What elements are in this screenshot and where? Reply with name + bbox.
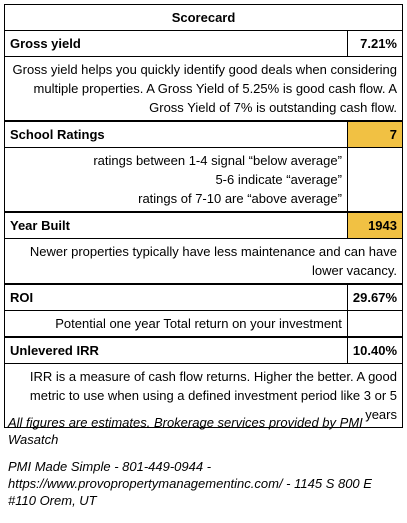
metric-value: 7.21% (346, 30, 404, 57)
metric-label: School Ratings (4, 120, 348, 148)
metric-description: IRR is a measure of cash flow returns. H… (4, 363, 403, 428)
table-title: Scorecard (4, 4, 403, 31)
metric-value: 1943 (346, 211, 404, 239)
metric-label: Gross yield (4, 30, 348, 57)
metric-label: ROI (4, 283, 348, 311)
metric-description: Newer properties typically have less mai… (4, 238, 403, 285)
description-line: ratings between 1-4 signal “below averag… (93, 153, 342, 168)
description-line: 5-6 indicate “average” (215, 172, 342, 187)
empty-cell (346, 147, 404, 213)
description-line: ratings of 7-10 are “above average” (138, 191, 342, 206)
metric-label: Year Built (4, 211, 348, 239)
scorecard-table: Scorecard Gross yield 7.21% Gross yield h… (4, 4, 404, 428)
footer-note: All figures are estimates. Brokerage ser… (8, 415, 363, 447)
metric-description: Gross yield helps you quickly identify g… (4, 56, 403, 122)
metric-value: 29.67% (346, 283, 404, 311)
metric-value: 10.40% (346, 336, 404, 364)
metric-description: Potential one year Total return on your … (4, 310, 348, 338)
footer-contact: PMI Made Simple - 801-449-0944 - https:/… (8, 459, 372, 508)
metric-description: ratings between 1-4 signal “below averag… (4, 147, 348, 213)
metric-label: Unlevered IRR (4, 336, 348, 364)
metric-value: 7 (346, 120, 404, 148)
empty-cell (346, 310, 404, 338)
